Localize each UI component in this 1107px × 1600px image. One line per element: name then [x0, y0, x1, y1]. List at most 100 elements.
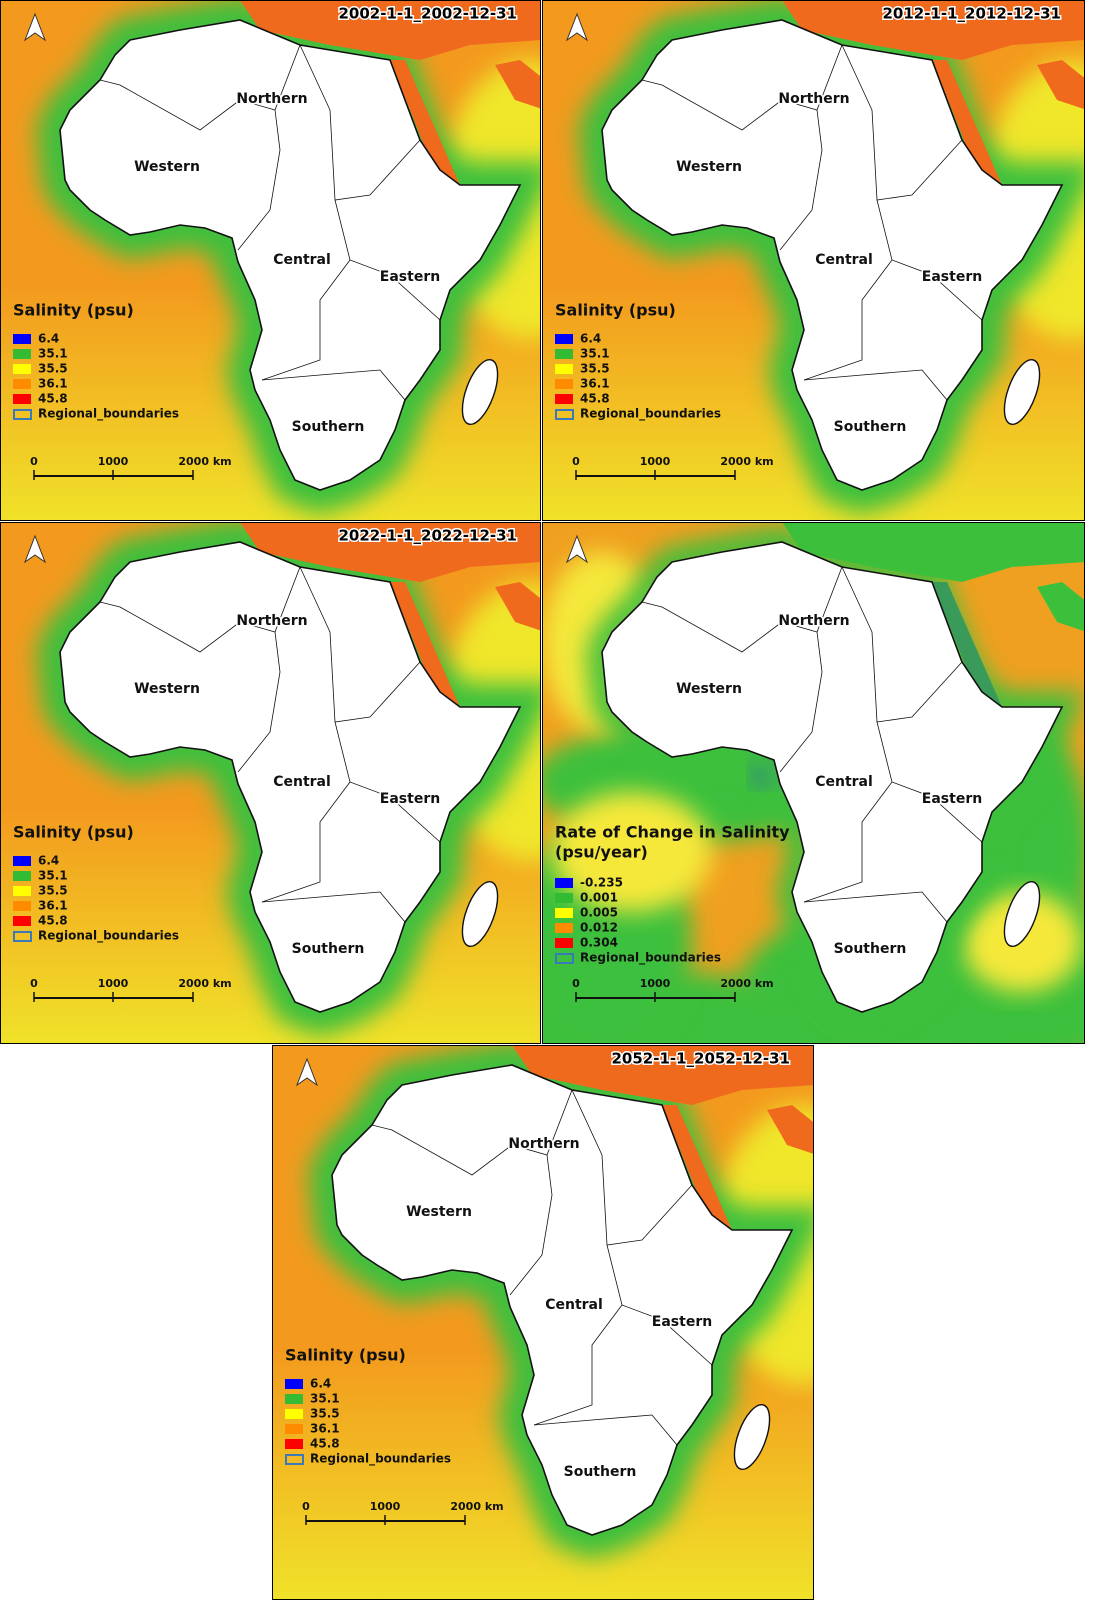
madagascar	[1003, 880, 1041, 948]
region-label: Eastern	[922, 269, 982, 285]
regional-boundary	[606, 1244, 713, 1366]
scale-label: 0	[572, 455, 580, 468]
legend-swatch	[13, 409, 32, 420]
panel-title: 2022-1-1_2022-12-31	[338, 527, 517, 545]
legend-swatch	[13, 931, 32, 942]
legend-swatch	[13, 916, 31, 926]
legend-swatch	[13, 856, 31, 866]
legend-swatch	[13, 379, 31, 389]
arabia	[1037, 582, 1085, 632]
legend-swatch	[555, 379, 573, 389]
legend-swatch	[285, 1394, 303, 1404]
regional-boundary	[329, 109, 421, 201]
arabia	[1037, 60, 1085, 110]
red-sea	[390, 60, 460, 185]
legend-swatch	[285, 1379, 303, 1389]
regional-boundary	[841, 44, 873, 111]
map-body	[542, 522, 1085, 1044]
region-label: Southern	[292, 941, 365, 957]
scale-label: 2000 km	[178, 455, 231, 468]
legend-swatch	[555, 394, 573, 404]
scale-label: 1000	[640, 455, 671, 468]
legend-label: 6.4	[310, 1377, 331, 1391]
region-label: Northern	[778, 613, 849, 629]
legend-label: 0.304	[580, 936, 618, 950]
regional-boundary	[803, 369, 948, 401]
legend-label: 45.8	[580, 392, 610, 406]
region-label: Southern	[834, 941, 907, 957]
europe	[240, 0, 541, 60]
legend-label: 35.5	[580, 362, 610, 376]
africa	[601, 541, 1064, 1013]
region-label: Western	[406, 1204, 472, 1220]
legend-label: 0.012	[580, 921, 618, 935]
regional-boundary	[779, 109, 823, 251]
scale-label: 0	[572, 977, 580, 990]
regional-boundary	[334, 721, 441, 843]
legend-swatch	[13, 901, 31, 911]
scale-label: 1000	[98, 455, 129, 468]
scale-label: 2000 km	[450, 1500, 503, 1513]
arabia	[495, 60, 541, 109]
panel-frame	[542, 522, 1085, 1044]
legend-label: Regional_boundaries	[38, 929, 179, 944]
legend-swatch	[555, 923, 573, 933]
regional-boundary	[261, 891, 406, 923]
legend-swatch	[285, 1439, 303, 1449]
regional-boundary	[641, 566, 843, 653]
region-label: Northern	[508, 1136, 579, 1152]
regional-boundary	[803, 891, 948, 923]
legend-label: 0.001	[580, 891, 618, 905]
regional-boundary	[329, 631, 421, 723]
legend-title: (psu/year)	[555, 843, 648, 862]
regional-boundary	[261, 259, 351, 381]
legend-label: 36.1	[38, 899, 68, 913]
legend-swatch	[13, 871, 31, 881]
regional-boundary	[299, 566, 331, 633]
region-label: Southern	[292, 419, 365, 435]
region-label: Western	[134, 681, 200, 697]
regional-boundary	[803, 781, 893, 903]
regional-boundary	[237, 109, 281, 251]
region-label: Northern	[778, 91, 849, 107]
map-body	[272, 1045, 814, 1600]
europe	[512, 1045, 814, 1105]
legend-swatch	[13, 349, 31, 359]
map-panel: 2012-1-1_2012-12-31 Northern Western Centra…	[542, 0, 1085, 521]
legend-label: 35.1	[580, 347, 610, 361]
regional-boundary	[371, 1089, 573, 1176]
legend-label: Regional_boundaries	[310, 1452, 451, 1467]
regional-boundary	[803, 259, 893, 381]
scale-label: 0	[30, 455, 38, 468]
scale-label: 2000 km	[720, 977, 773, 990]
region-label: Central	[815, 252, 873, 268]
europe	[240, 522, 541, 582]
region-label: Eastern	[922, 791, 982, 807]
red-sea	[390, 582, 460, 707]
scale-label: 1000	[370, 1500, 401, 1513]
regional-boundary	[871, 109, 963, 201]
scale-label: 1000	[98, 977, 129, 990]
legend-swatch	[13, 334, 31, 344]
regional-boundary	[261, 369, 406, 401]
legend-label: Regional_boundaries	[38, 407, 179, 422]
legend-label: 45.8	[38, 914, 68, 928]
map-panel: 2022-1-1_2022-12-31 Northern Western Centra…	[0, 522, 541, 1044]
region-label: Western	[134, 159, 200, 175]
scale-label: 2000 km	[178, 977, 231, 990]
legend-swatch	[555, 349, 573, 359]
regional-boundary	[509, 1154, 553, 1296]
legend-label: 35.5	[38, 884, 68, 898]
legend-label: 35.5	[310, 1407, 340, 1421]
regional-boundary	[299, 44, 331, 111]
map-panel: 2052-1-1_2052-12-31 Northern Western Centra…	[272, 1045, 814, 1600]
legend-title: Salinity (psu)	[13, 301, 134, 320]
panel-title: 2012-1-1_2012-12-31	[882, 5, 1061, 23]
scale-label: 0	[302, 1500, 310, 1513]
red-sea	[662, 1105, 732, 1230]
regional-boundary	[841, 566, 873, 633]
region-label: Central	[273, 252, 331, 268]
north-arrow	[23, 12, 47, 42]
legend-label: 36.1	[38, 377, 68, 391]
europe	[782, 522, 1085, 582]
